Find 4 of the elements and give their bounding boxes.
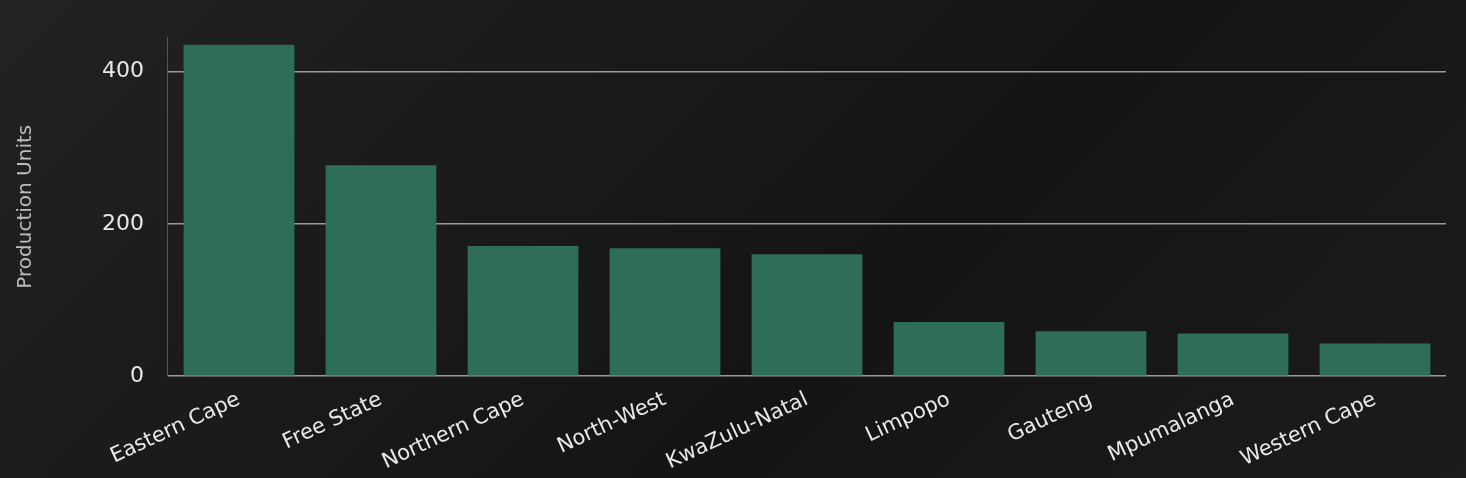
y-tick-label: 0 [129, 361, 144, 387]
y-tick-label: 400 [101, 57, 144, 83]
y-axis-title: Production Units [12, 124, 37, 289]
y-tick-label: 200 [101, 209, 144, 235]
